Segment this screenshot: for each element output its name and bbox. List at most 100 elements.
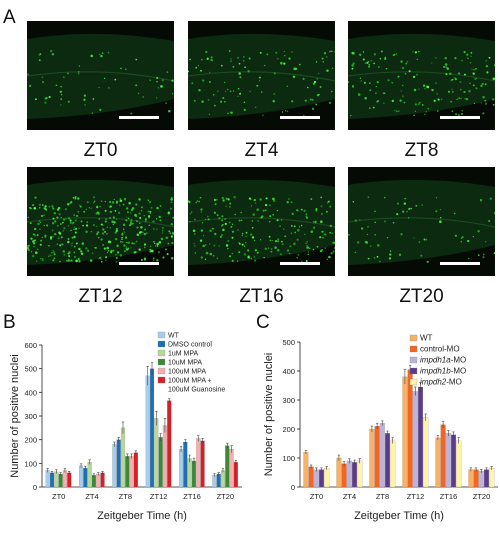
bar-zt0-2	[313, 469, 319, 488]
bar-zt12-4	[423, 417, 429, 488]
bar-zt8-3	[125, 456, 130, 488]
legend-swatch	[409, 367, 418, 375]
bar-zt20-5	[233, 462, 238, 488]
bar-zt20-0	[468, 469, 474, 488]
bar-zt16-3	[451, 434, 457, 488]
bar-zt4-3	[351, 462, 357, 488]
y-tick-label: 0	[33, 483, 37, 492]
panel-a-letter: A	[3, 7, 16, 28]
y-tick-label: 100	[282, 454, 295, 463]
bar-zt4-2	[346, 460, 352, 488]
legend-swatch	[157, 358, 166, 366]
bar-zt16-2	[187, 458, 192, 488]
bar-zt12-0	[402, 376, 408, 488]
legend-label: impdh1b-MO	[420, 367, 466, 376]
legend-swatch	[409, 356, 418, 364]
fish-body	[348, 33, 495, 119]
y-tick-label: 100	[24, 459, 37, 468]
bar-zt4-4	[357, 460, 363, 488]
x-axis-label: Zeitgeber Time (h)	[97, 510, 187, 522]
legend-swatch	[157, 376, 166, 384]
bar-zt4-4	[96, 473, 101, 488]
micrograph-label: ZT8	[404, 140, 439, 161]
bar-zt20-1	[216, 473, 221, 488]
micrograph-label: ZT0	[83, 140, 118, 161]
bar-zt8-5	[133, 452, 138, 488]
legend-label: WT	[168, 333, 180, 340]
micrograph-zt4	[188, 21, 335, 130]
bar-zt4-5	[100, 472, 105, 488]
legend-swatch	[157, 367, 166, 375]
y-axis-label: Number of positive nuclei	[263, 353, 275, 477]
y-axis-label: Number of positive nuclei	[9, 354, 21, 478]
bar-zt12-2	[412, 391, 418, 488]
bar-zt12-3	[158, 437, 163, 488]
bar-zt0-0	[303, 452, 309, 488]
legend-label: 100uM MPA	[168, 369, 206, 376]
legend-label: WT	[420, 334, 433, 343]
y-tick-label: 400	[282, 367, 295, 376]
bar-zt0-3	[318, 469, 324, 488]
bar-zt12-2	[154, 418, 159, 488]
legend-label-cont: 100uM Guanosine	[168, 387, 225, 394]
fish-body	[27, 179, 174, 265]
bar-zt20-0	[212, 475, 217, 488]
x-tick-label: ZT20	[217, 492, 235, 501]
bar-zt0-4	[324, 468, 330, 488]
bar-zt4-1	[83, 467, 88, 488]
scale-bar	[280, 262, 320, 265]
bar-zt20-4	[489, 468, 495, 488]
bar-zt4-2	[87, 462, 92, 488]
legend-label: 10uM MPA	[168, 360, 202, 367]
x-tick-label: ZT8	[376, 492, 389, 501]
bar-zt16-0	[435, 437, 441, 488]
bar-zt20-4	[229, 449, 234, 488]
y-tick-label: 500	[24, 365, 37, 374]
bar-zt12-1	[407, 369, 413, 488]
bar-zt16-2	[445, 433, 451, 488]
legend-swatch	[409, 334, 418, 342]
fish-body	[188, 179, 335, 265]
y-tick-label: 0	[291, 483, 295, 492]
fish-body	[27, 33, 174, 119]
bar-zt8-0	[369, 428, 375, 488]
bar-zt12-5	[167, 400, 172, 488]
y-tick-label: 500	[282, 338, 295, 347]
scale-bar	[119, 116, 159, 119]
bar-zt8-2	[379, 423, 385, 488]
bar-zt12-4	[162, 425, 167, 488]
legend-label: impdh2-MO	[420, 378, 462, 387]
bar-zt4-0	[336, 457, 342, 488]
legend-label: DMSO control	[168, 342, 212, 349]
bar-zt20-2	[478, 470, 484, 488]
chart-b: 0 100 200 300 400 500 600 Number of positive nu…	[0, 320, 250, 528]
scale-bar	[119, 262, 159, 265]
x-tick-label: ZT16	[440, 492, 458, 501]
x-tick-label: ZT4	[343, 492, 356, 501]
bar-zt16-5	[200, 440, 205, 488]
y-tick-label: 300	[282, 396, 295, 405]
micrograph-label: ZT20	[399, 286, 444, 307]
bar-zt0-5	[67, 472, 72, 488]
legend-swatch	[157, 349, 166, 357]
legend-swatch	[157, 340, 166, 348]
micrograph-label: ZT12	[78, 286, 123, 307]
x-tick-label: ZT0	[310, 492, 323, 501]
bar-zt0-1	[308, 466, 314, 488]
bar-zt12-1	[149, 368, 155, 488]
bar-zt20-2	[220, 470, 226, 488]
bar-zt4-1	[341, 463, 347, 488]
chart-c: 0 100 200 300 400 500 Number of positive nucle…	[250, 320, 500, 528]
bar-zt16-1	[183, 441, 188, 488]
bar-zt8-4	[390, 440, 396, 488]
y-tick-label: 200	[282, 425, 295, 434]
legend-swatch	[157, 331, 166, 339]
panel-b-letter: B	[3, 312, 16, 333]
x-tick-label: ZT12	[150, 492, 168, 501]
x-tick-label: ZT0	[52, 492, 65, 501]
bar-zt20-3	[225, 445, 230, 488]
bar-zt16-3	[191, 460, 197, 488]
fish-body	[348, 179, 495, 265]
bar-zt0-2	[54, 471, 59, 488]
bar-zt16-0	[179, 449, 184, 488]
